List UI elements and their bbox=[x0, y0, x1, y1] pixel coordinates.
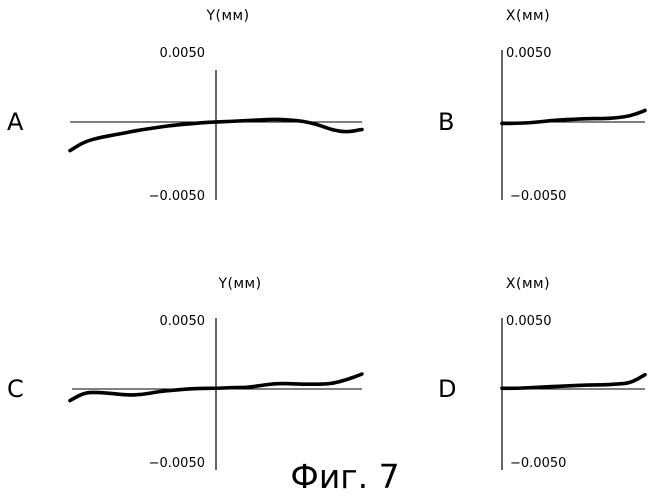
panel-b-aberration-curve bbox=[502, 110, 645, 123]
panel-a-tick-top: 0.0050 bbox=[160, 46, 206, 61]
panel-b-tick-bottom: −0.0050 bbox=[510, 189, 566, 204]
panel-a-letter: A bbox=[7, 108, 24, 136]
panel-b-tick-top: 0.0050 bbox=[506, 46, 552, 61]
panel-c-axis-label: Y(мм) bbox=[217, 276, 261, 292]
panel-d-axis-label: X(мм) bbox=[506, 276, 550, 292]
panel-c-letter: C bbox=[7, 375, 24, 403]
panel-c-tick-bottom: −0.0050 bbox=[149, 456, 205, 471]
panel-d-tick-top: 0.0050 bbox=[506, 314, 552, 329]
panel-b-letter: B bbox=[438, 108, 454, 136]
panel-a-tick-bottom: −0.0050 bbox=[149, 189, 205, 204]
panel-c-tick-top: 0.0050 bbox=[160, 314, 206, 329]
panel-d-tick-bottom: −0.0050 bbox=[510, 456, 566, 471]
panel-d-aberration-curve bbox=[502, 375, 645, 389]
panel-d-letter: D bbox=[438, 375, 456, 403]
figure-caption: Фиг. 7 bbox=[290, 457, 399, 496]
panel-a-axis-label: Y(мм) bbox=[205, 8, 249, 24]
panel-b-axis-label: X(мм) bbox=[506, 8, 550, 24]
